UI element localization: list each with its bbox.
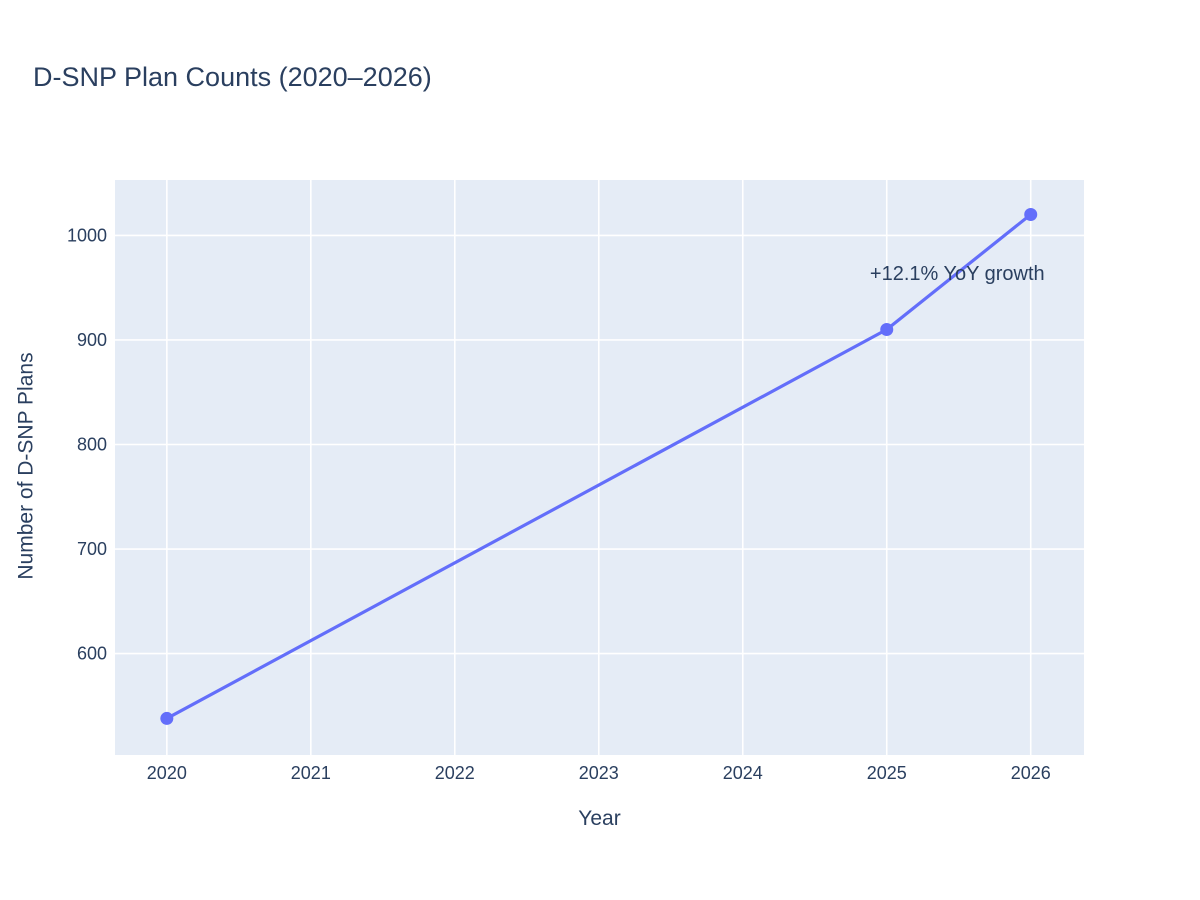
y-tick-label: 800	[77, 435, 107, 455]
x-tick-label: 2021	[291, 763, 331, 783]
x-tick-label: 2020	[147, 763, 187, 783]
annotation-yoy-growth: +12.1% YoY growth	[870, 263, 1045, 285]
data-point-marker	[880, 323, 894, 336]
x-tick-label: 2024	[723, 763, 763, 783]
x-tick-label: 2025	[867, 763, 907, 783]
y-tick-label: 900	[77, 330, 107, 350]
chart-title: D-SNP Plan Counts (2020–2026)	[33, 62, 432, 92]
y-tick-label: 700	[77, 539, 107, 559]
x-tick-label: 2023	[579, 763, 619, 783]
y-tick-label: 600	[77, 644, 107, 664]
y-tick-label: 1000	[67, 225, 107, 245]
data-point-marker	[160, 711, 174, 725]
y-axis-title: Number of D-SNP Plans	[14, 352, 38, 580]
x-tick-label: 2026	[1011, 763, 1051, 783]
x-axis-title: Year	[578, 807, 621, 830]
x-tick-label: 2022	[435, 763, 475, 783]
data-point-marker	[1024, 208, 1038, 221]
